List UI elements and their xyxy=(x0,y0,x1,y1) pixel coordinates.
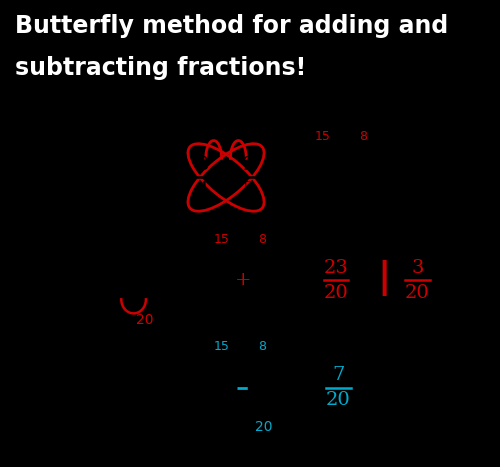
Text: 2: 2 xyxy=(134,366,146,384)
Text: +: + xyxy=(336,169,353,186)
Text: 20: 20 xyxy=(136,313,154,327)
Text: 5: 5 xyxy=(260,391,272,409)
Text: =: = xyxy=(295,378,311,397)
Text: 3: 3 xyxy=(96,259,108,276)
Text: subtracting fractions!: subtracting fractions! xyxy=(15,56,306,80)
Text: 4: 4 xyxy=(316,181,328,199)
Text: 3: 3 xyxy=(214,259,227,276)
Text: |: | xyxy=(378,260,391,296)
Text: Butterfly method for adding and: Butterfly method for adding and xyxy=(15,14,448,38)
Text: 23: 23 xyxy=(324,259,348,276)
Text: 8: 8 xyxy=(258,340,266,353)
Text: 5: 5 xyxy=(362,181,374,199)
Text: 5: 5 xyxy=(134,391,146,409)
Text: 2: 2 xyxy=(362,156,374,174)
Text: 4: 4 xyxy=(96,284,108,302)
Text: 20: 20 xyxy=(254,313,272,327)
Text: 4: 4 xyxy=(214,391,227,409)
Text: 20: 20 xyxy=(405,284,430,302)
Text: 3: 3 xyxy=(316,156,328,174)
Text: +: + xyxy=(218,169,234,186)
Text: 20: 20 xyxy=(324,284,348,302)
Text: 3: 3 xyxy=(90,366,102,384)
Text: 8: 8 xyxy=(360,130,368,143)
Text: 4: 4 xyxy=(90,391,102,409)
Text: 5: 5 xyxy=(242,181,255,199)
Text: 2: 2 xyxy=(260,259,272,276)
Text: 8: 8 xyxy=(258,233,266,246)
Text: =: = xyxy=(361,271,378,290)
Text: 20: 20 xyxy=(326,391,350,409)
Text: 7: 7 xyxy=(332,366,344,384)
Text: 3: 3 xyxy=(90,156,102,174)
Text: 2: 2 xyxy=(142,259,154,276)
Text: +: + xyxy=(116,271,133,289)
Text: +: + xyxy=(236,271,252,289)
Text: 4: 4 xyxy=(90,181,102,199)
Text: 5: 5 xyxy=(134,181,146,199)
Text: 2: 2 xyxy=(134,156,146,174)
Text: +: + xyxy=(110,169,126,186)
Text: =: = xyxy=(295,271,311,290)
Text: 4: 4 xyxy=(214,284,227,302)
Text: 4: 4 xyxy=(197,181,209,199)
Text: 5: 5 xyxy=(260,284,272,302)
Text: 3: 3 xyxy=(214,366,227,384)
Text: 15: 15 xyxy=(214,340,230,353)
Text: 2: 2 xyxy=(260,366,272,384)
Text: 15: 15 xyxy=(315,130,330,143)
Text: 15: 15 xyxy=(95,233,110,246)
Text: 15: 15 xyxy=(214,233,230,246)
Text: 2: 2 xyxy=(242,156,255,174)
Text: 5: 5 xyxy=(142,284,154,302)
Text: 3: 3 xyxy=(197,156,209,174)
Text: 8: 8 xyxy=(140,233,147,246)
Text: 3: 3 xyxy=(411,259,424,276)
Text: 20: 20 xyxy=(254,420,272,434)
